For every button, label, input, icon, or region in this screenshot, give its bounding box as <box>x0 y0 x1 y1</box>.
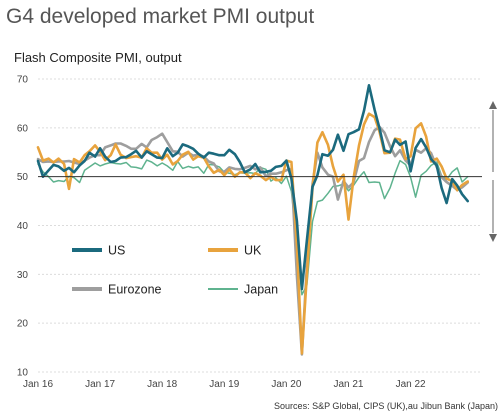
y-tick-label: 50 <box>17 172 29 183</box>
x-axis-ticks: Jan 16 Jan 17 Jan 18 Jan 19 Jan 20 Jan 21 Jan … <box>23 379 426 390</box>
source-note: Sources: S&P Global, CIPS (UK),au Jibun … <box>274 401 498 411</box>
arrow-down-icon <box>489 234 497 242</box>
legend: US UK Eurozone Japan <box>72 244 278 297</box>
series-lines <box>36 84 469 356</box>
legend-label-uk: UK <box>244 244 262 258</box>
series-line-us <box>36 84 469 291</box>
y-tick-label: 30 <box>17 270 29 281</box>
x-tick-label: Jan 21 <box>333 379 363 390</box>
x-tick-label: Jan 20 <box>271 379 301 390</box>
x-tick-label: Jan 18 <box>147 379 177 390</box>
x-tick-label: Jan 17 <box>85 379 115 390</box>
legend-label-us: US <box>108 244 125 258</box>
chart-title: G4 developed market PMI output <box>6 5 315 28</box>
x-tick-label: Jan 22 <box>396 379 426 390</box>
y-axis-ticks: 10 20 30 40 50 60 70 <box>17 75 29 379</box>
x-tick-label: Jan 16 <box>23 379 53 390</box>
chart-subtitle: Flash Composite PMI, output <box>14 50 182 65</box>
legend-label-eurozone: Eurozone <box>108 283 162 297</box>
series-line-eurozone <box>36 125 469 356</box>
range-arrows <box>489 101 497 242</box>
y-tick-label: 60 <box>17 123 29 134</box>
y-tick-label: 70 <box>17 75 29 86</box>
arrow-up-icon <box>489 101 497 109</box>
y-tick-label: 10 <box>17 368 29 379</box>
x-tick-label: Jan 19 <box>209 379 239 390</box>
legend-label-japan: Japan <box>244 283 278 297</box>
y-tick-label: 40 <box>17 221 29 232</box>
gridlines <box>38 78 482 373</box>
y-tick-label: 20 <box>17 319 29 330</box>
